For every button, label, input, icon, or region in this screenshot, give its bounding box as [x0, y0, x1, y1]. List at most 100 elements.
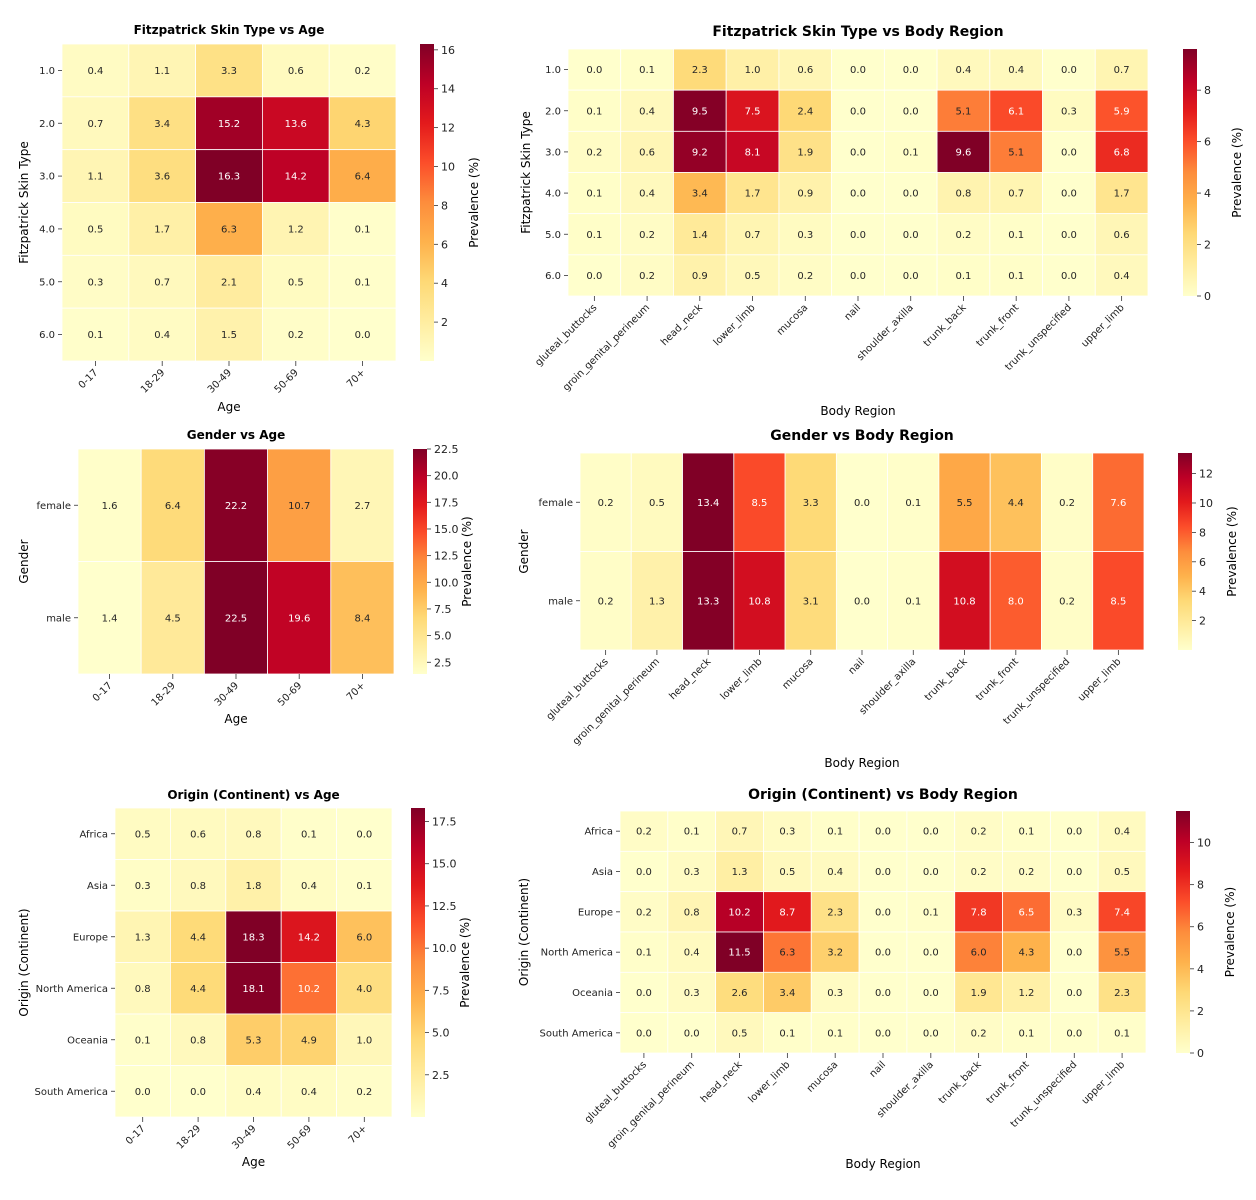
heatmap-cell [620, 130, 674, 173]
heatmap-cell [778, 130, 833, 173]
cell-value-label: 0.0 [923, 827, 939, 838]
heatmap-cell [619, 891, 669, 933]
heatmap-cell [715, 1012, 764, 1054]
y-tick-label: Europe [73, 932, 108, 943]
colorbar-tick-label: 12.5 [432, 900, 457, 913]
cell-value-label: 0.2 [598, 498, 614, 509]
cell-value-label: 6.3 [221, 224, 237, 235]
cell-value-label: 0.5 [732, 1028, 748, 1039]
cell-value-label: 4.5 [165, 613, 181, 624]
x-tick-label: 18-29 [139, 367, 167, 395]
heatmap-cell [1094, 130, 1149, 173]
cell-value-label: 22.5 [225, 613, 247, 624]
x-tick-label: trunk_back [937, 1059, 984, 1106]
cell-value-label: 6.4 [165, 501, 181, 512]
cell-value-label: 0.2 [636, 827, 652, 838]
cell-value-label: 0.0 [875, 907, 891, 918]
y-tick-label: Europe [578, 907, 613, 918]
cell-value-label: 0.0 [903, 189, 919, 200]
heatmap-panel-gender-age: Gender vs Age 1.6 6.4 22.2 10.7 2.7 1.4 4.5 22.5… [17, 428, 474, 726]
heatmap-cell [140, 448, 205, 562]
cell-value-label: 0.2 [971, 867, 987, 878]
cell-value-label: 0.4 [154, 330, 170, 341]
heatmap-cell [667, 891, 717, 933]
colorbar-tick-label: 8 [1204, 84, 1211, 97]
cell-value-label: 0.1 [586, 230, 602, 241]
y-tick-label: 6.0 [545, 271, 561, 282]
cell-value-label: 2.3 [1114, 988, 1130, 999]
x-tick-label: head_neck [699, 1059, 745, 1105]
cell-value-label: 0.0 [586, 271, 602, 282]
cell-value-label: 0.0 [355, 330, 371, 341]
colorbar-tick-label: 8 [1199, 526, 1206, 539]
cell-value-label: 0.1 [1114, 1028, 1130, 1039]
cell-value-label: 4.3 [355, 119, 371, 130]
heatmap-cell [682, 551, 735, 651]
heatmap-cell [667, 931, 717, 973]
y-tick-label: Asia [87, 881, 108, 892]
cell-value-label: 0.2 [1059, 596, 1075, 607]
heatmap-cell [936, 48, 991, 91]
cell-value-label: 6.0 [356, 932, 372, 943]
cell-value-label: 0.5 [87, 224, 103, 235]
cell-value-label: 0.0 [1066, 1028, 1082, 1039]
cell-value-label: 0.1 [586, 189, 602, 200]
heatmap-cell [328, 307, 397, 362]
cell-value-label: 0.1 [827, 827, 843, 838]
y-tick-label: Oceania [572, 988, 613, 999]
x-tick-label: 30-49 [206, 367, 234, 395]
cell-value-label: 8.7 [779, 907, 795, 918]
cell-value-label: 3.4 [692, 189, 708, 200]
cell-value-label: 5.5 [1114, 948, 1130, 959]
colorbar-label: Prevalence (%) [1225, 506, 1239, 596]
heatmap-cell [989, 130, 1043, 173]
heatmap-cell [906, 891, 956, 933]
heatmap-cell [883, 48, 938, 91]
heatmap-cell [225, 807, 282, 860]
cell-value-label: 9.5 [692, 106, 708, 117]
heatmap-cell [328, 43, 397, 98]
heatmap-cell [128, 254, 197, 309]
cell-value-label: 5.9 [1114, 106, 1130, 117]
cell-value-label: 0.0 [636, 988, 652, 999]
heatmap-cell [715, 810, 764, 852]
colorbar-tick-label: 0 [1204, 290, 1211, 303]
y-tick-label: South America [35, 1087, 109, 1098]
x-tick-label: lower_limb [719, 656, 765, 702]
cell-value-label: 0.0 [1061, 230, 1077, 241]
cell-value-label: 0.0 [356, 829, 372, 840]
heatmap-cell [195, 202, 263, 256]
cell-value-label: 14.2 [285, 172, 307, 183]
x-tick-label: trunk_front [974, 656, 1021, 703]
heatmap-cell [810, 971, 860, 1014]
cell-value-label: 0.4 [827, 867, 843, 878]
cell-value-label: 3.3 [803, 498, 819, 509]
colorbar-tick-label: 5.0 [432, 1027, 450, 1040]
cell-value-label: 13.6 [285, 119, 307, 130]
y-tick-label: 6.0 [39, 330, 55, 341]
cell-value-label: 0.3 [827, 988, 843, 999]
colorbar-tick-label: 2 [1204, 239, 1211, 252]
cell-value-label: 3.2 [827, 948, 843, 959]
heatmap-cell [195, 307, 263, 362]
y-tick-label: male [548, 596, 573, 607]
cell-value-label: 0.0 [1061, 271, 1077, 282]
cell-value-label: 9.6 [956, 147, 972, 158]
heatmap-cell [1002, 850, 1051, 893]
cell-value-label: 1.6 [102, 501, 118, 512]
cell-value-label: 0.1 [956, 271, 972, 282]
cell-value-label: 0.1 [905, 596, 921, 607]
heatmap-cell [620, 213, 674, 256]
cell-value-label: 10.8 [953, 596, 975, 607]
cell-value-label: 0.6 [639, 147, 655, 158]
heatmap-cell [330, 448, 395, 562]
cell-value-label: 0.0 [875, 948, 891, 959]
cell-value-label: 8.5 [1110, 596, 1126, 607]
colorbar-tick-label: 10.0 [432, 942, 457, 955]
heatmap-cell [673, 48, 727, 91]
y-tick-label: Africa [79, 829, 108, 840]
colorbar-tick-label: 5.0 [434, 630, 452, 643]
heatmap-cell [620, 172, 674, 215]
cell-value-label: 0.2 [971, 827, 987, 838]
